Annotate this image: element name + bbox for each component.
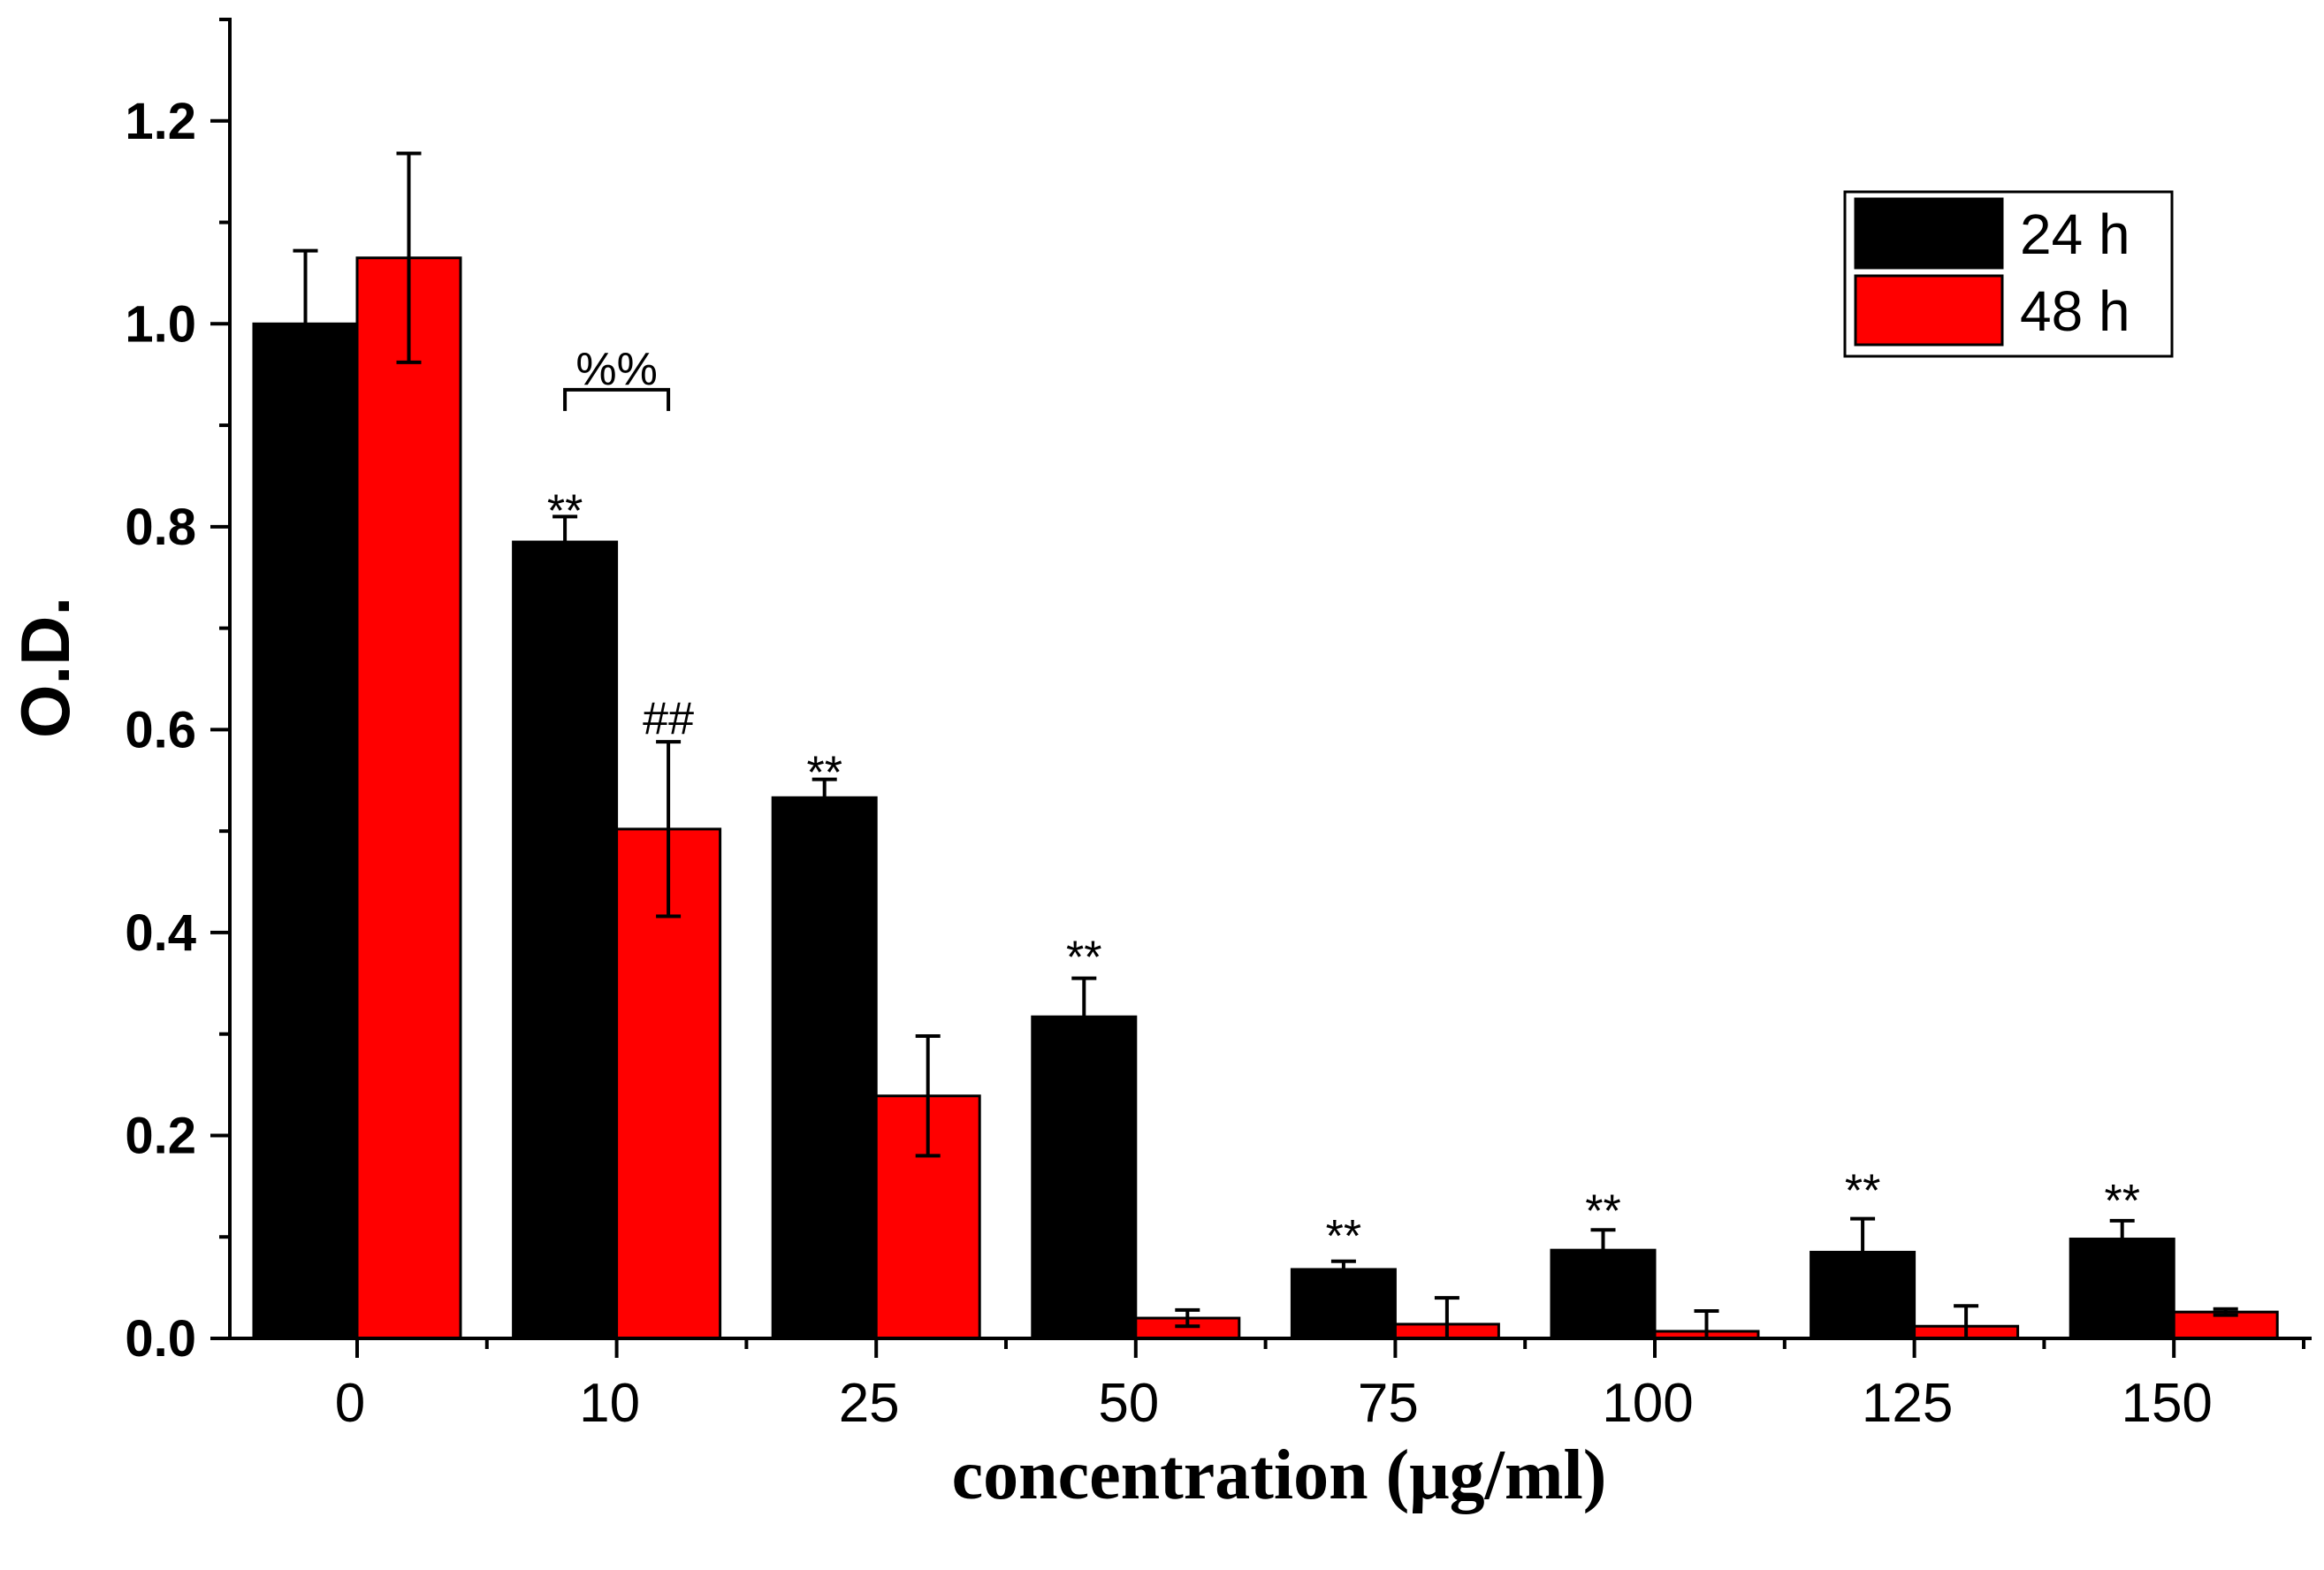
y-tick-label: 0.6 xyxy=(125,701,196,758)
annotation-asterisk: ** xyxy=(1066,932,1101,983)
annotation-asterisk: ** xyxy=(1845,1165,1880,1216)
legend-label-48h: 48 h xyxy=(2020,279,2130,343)
y-tick-label: 1.0 xyxy=(125,295,196,353)
x-tick-label-150: 150 xyxy=(2121,1373,2212,1434)
x-tick-label-0: 0 xyxy=(335,1373,365,1434)
bar-24h-0 xyxy=(252,322,359,1340)
x-tick-label-125: 125 xyxy=(1862,1373,1953,1434)
x-tick-label-25: 25 xyxy=(839,1373,900,1434)
y-tick-label: 0.0 xyxy=(125,1310,196,1368)
x-tick-label-10: 10 xyxy=(579,1373,640,1434)
x-tick-label-75: 75 xyxy=(1358,1373,1419,1434)
bar-48h-0 xyxy=(355,256,462,1340)
bar-24h-75 xyxy=(1290,1268,1397,1340)
legend-swatch-48h xyxy=(1854,274,2004,347)
plot-area: 0.0 0.2 0.4 0.6 0.8 1.0 1.2 0 10 25 50 75 100 125 150 *… xyxy=(125,18,2312,1434)
legend-swatch-24h xyxy=(1854,197,2004,270)
y-tick-label: 0.4 xyxy=(125,904,196,962)
annotation-asterisk: ** xyxy=(1585,1185,1620,1237)
annotation-asterisk: ** xyxy=(2104,1176,2139,1227)
annotation-asterisk: ** xyxy=(806,748,842,799)
x-tick-label-50: 50 xyxy=(1098,1373,1159,1434)
annotation-hash: ## xyxy=(643,694,694,745)
legend-label-24h: 24 h xyxy=(2020,202,2130,266)
bar-24h-25 xyxy=(771,796,878,1340)
x-tick-label-100: 100 xyxy=(1602,1373,1693,1434)
annotation-percent: %% xyxy=(575,344,657,395)
x-axis-title: concentration (μg/ml) xyxy=(952,1437,1607,1514)
annotation-asterisk: ** xyxy=(547,485,583,537)
bar-24h-10 xyxy=(512,540,619,1340)
y-tick-label: 0.8 xyxy=(125,499,196,556)
y-tick-label: 1.2 xyxy=(125,93,196,150)
y-tick-label: 0.2 xyxy=(125,1107,196,1164)
significance-bracket xyxy=(563,387,671,411)
annotation-asterisk: ** xyxy=(1326,1211,1361,1262)
bar-24h-50 xyxy=(1031,1015,1138,1340)
y-axis-title: O.D. xyxy=(6,597,84,738)
